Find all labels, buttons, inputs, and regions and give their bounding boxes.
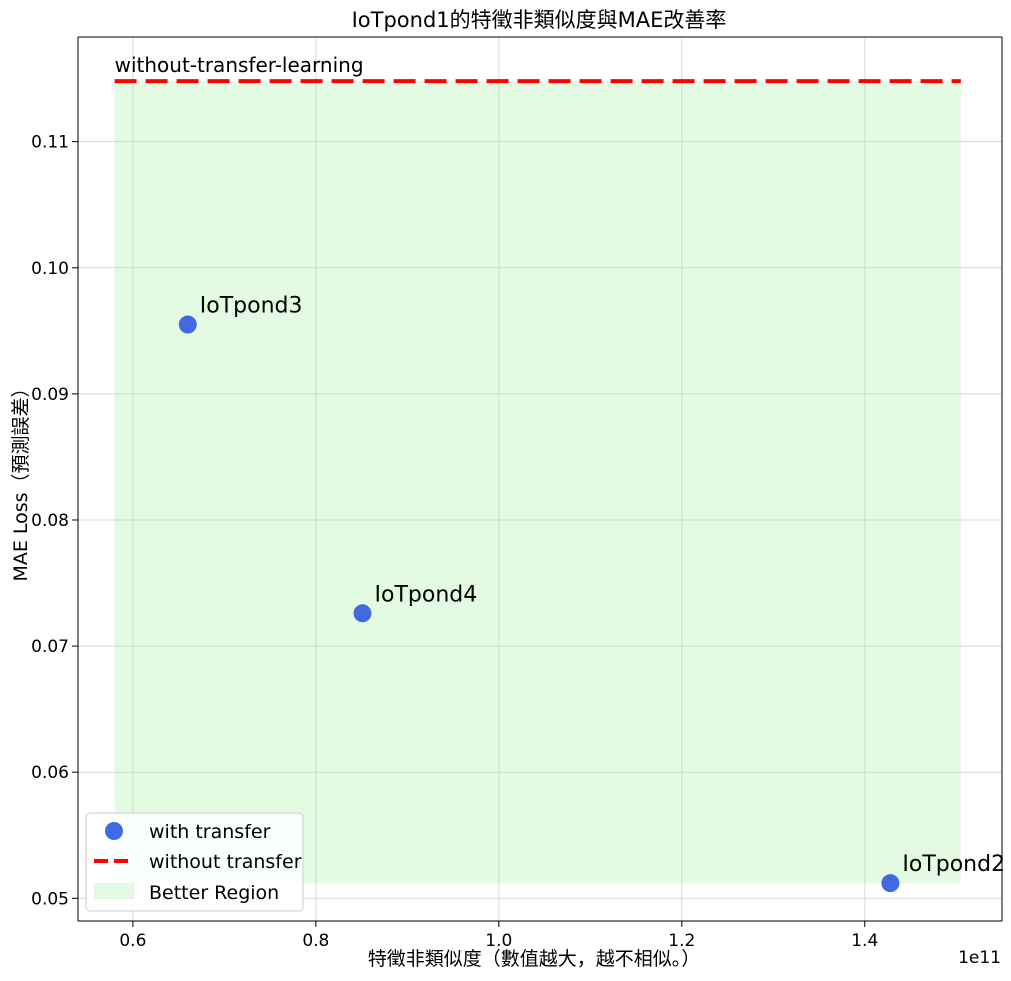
y-tick-label: 0.05 xyxy=(31,889,69,909)
grid xyxy=(78,37,1002,921)
point-label: IoTpond2 xyxy=(902,852,1005,877)
legend: with transfer without transfer Better Re… xyxy=(85,812,304,912)
scatter-points: IoTpond3 IoTpond4 IoTpond2 xyxy=(178,294,1005,893)
y-tick-label: 0.08 xyxy=(31,511,69,531)
x-tick-label: 0.6 xyxy=(119,931,146,951)
point-label: IoTpond4 xyxy=(375,582,478,607)
y-tick-label: 0.11 xyxy=(31,133,69,153)
x-tick-label: 0.8 xyxy=(302,931,329,951)
x-tick-label: 1.4 xyxy=(851,931,878,951)
x-axis-offset-text: 1e11 xyxy=(958,948,1001,968)
legend-label-better-region: Better Region xyxy=(149,882,279,904)
legend-label-with-transfer: with transfer xyxy=(149,821,271,843)
x-tick-label: 1.2 xyxy=(668,931,695,951)
data-point xyxy=(353,604,372,623)
x-axis-ticks: 0.6 0.8 1.0 1.2 1.4 xyxy=(119,921,878,951)
data-point xyxy=(178,315,197,334)
y-tick-label: 0.09 xyxy=(31,385,69,405)
data-point xyxy=(881,874,900,893)
y-axis-ticks: 0.05 0.06 0.07 0.08 0.09 0.10 0.11 xyxy=(31,133,78,909)
point-label: IoTpond3 xyxy=(200,294,303,319)
legend-box xyxy=(85,812,304,912)
reference-line-annotation: without-transfer-learning xyxy=(115,53,364,77)
legend-marker-with-transfer xyxy=(105,822,123,840)
y-tick-label: 0.07 xyxy=(31,637,69,657)
plot-frame xyxy=(77,36,1003,922)
y-tick-label: 0.06 xyxy=(31,763,69,783)
x-axis-title: 特徵非類似度（數值越大，越不相似。） xyxy=(368,948,701,970)
legend-label-without-transfer: without transfer xyxy=(149,851,302,873)
x-tick-label: 1.0 xyxy=(485,931,512,951)
better-region-area xyxy=(114,81,961,884)
y-axis-title: MAE Loss（預測誤差） xyxy=(10,378,32,581)
chart-title: IoTpond1的特徵非類似度與MAE改善率 xyxy=(352,8,727,32)
y-tick-label: 0.10 xyxy=(31,259,69,279)
legend-marker-better-region xyxy=(94,883,134,899)
